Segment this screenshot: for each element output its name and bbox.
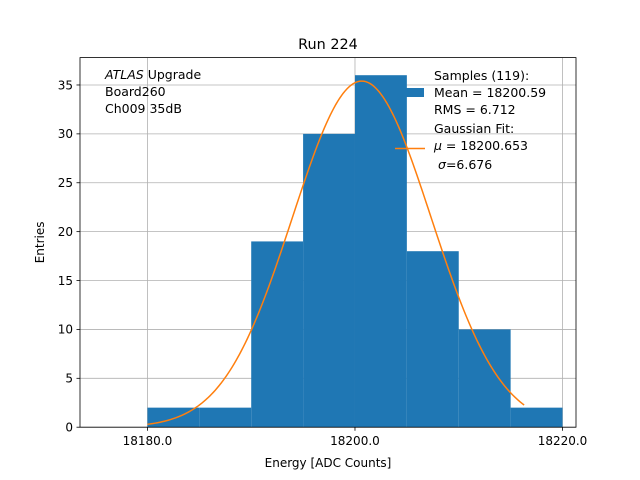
y-tick-label: 20 bbox=[58, 225, 73, 239]
histogram-bar bbox=[458, 329, 511, 428]
axes-frame bbox=[79, 57, 577, 428]
legend-samples-swatch bbox=[404, 88, 424, 97]
histogram-bar bbox=[251, 241, 304, 428]
histogram-bar bbox=[303, 133, 355, 428]
annotation-experiment: ATLAS bbox=[104, 67, 144, 82]
y-axis-ticks: 0 5 10 15 20 25 30 35 bbox=[58, 78, 80, 435]
x-tick-label: 18220.0 bbox=[538, 434, 588, 448]
legend-fit-mu-value: = 18200.653 bbox=[442, 138, 528, 153]
y-tick-label: 30 bbox=[58, 127, 73, 141]
legend-fit-sigma: σ=6.676 bbox=[438, 157, 492, 172]
legend-samples-mean: Mean = 18200.59 bbox=[434, 85, 546, 100]
gaussian-fit-curve bbox=[147, 80, 525, 426]
annotation-board: Board260 bbox=[105, 84, 166, 99]
y-tick-label: 15 bbox=[58, 274, 73, 288]
histogram-bar bbox=[199, 407, 252, 428]
legend-fit-header: Gaussian Fit: bbox=[434, 121, 514, 136]
annotation-channel: Ch009 35dB bbox=[105, 101, 182, 116]
y-tick-label: 10 bbox=[58, 323, 73, 337]
y-tick-label: 5 bbox=[65, 372, 73, 386]
x-axis-ticks: 18180.0 18200.0 18220.0 bbox=[123, 427, 588, 448]
y-tick-label: 0 bbox=[65, 421, 73, 435]
legend-fit-sigma-symbol: σ bbox=[438, 157, 447, 172]
legend-fit-sigma-value: =6.676 bbox=[446, 157, 492, 172]
annotation-experiment-suffix: Upgrade bbox=[144, 67, 202, 82]
y-tick-label: 35 bbox=[58, 78, 73, 92]
legend-fit-mu: μ = 18200.653 bbox=[433, 138, 528, 153]
legend-fit-mu-symbol: μ bbox=[433, 138, 442, 153]
histogram-bars bbox=[147, 75, 563, 428]
y-tick-label: 25 bbox=[58, 176, 73, 190]
run-annotation: ATLAS Upgrade Board260 Ch009 35dB bbox=[104, 67, 201, 116]
chart-title: Run 224 bbox=[298, 37, 358, 53]
legend-samples-header: Samples (119): bbox=[434, 68, 529, 83]
histogram-bar bbox=[354, 75, 407, 428]
x-tick-label: 18200.0 bbox=[330, 434, 380, 448]
annotation-line-1: ATLAS Upgrade bbox=[104, 67, 201, 82]
histogram-bar bbox=[406, 251, 459, 428]
y-axis-label: Entries bbox=[33, 222, 47, 264]
x-tick-label: 18180.0 bbox=[123, 434, 173, 448]
fit-curve-group bbox=[147, 80, 525, 426]
legend: Samples (119): Mean = 18200.59 RMS = 6.7… bbox=[395, 68, 546, 172]
legend-samples-rms: RMS = 6.712 bbox=[434, 102, 516, 117]
histogram-bar bbox=[510, 407, 563, 428]
x-axis-label: Energy [ADC Counts] bbox=[265, 456, 392, 470]
